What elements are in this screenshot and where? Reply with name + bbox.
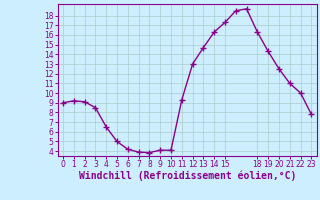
X-axis label: Windchill (Refroidissement éolien,°C): Windchill (Refroidissement éolien,°C) [78,171,296,181]
